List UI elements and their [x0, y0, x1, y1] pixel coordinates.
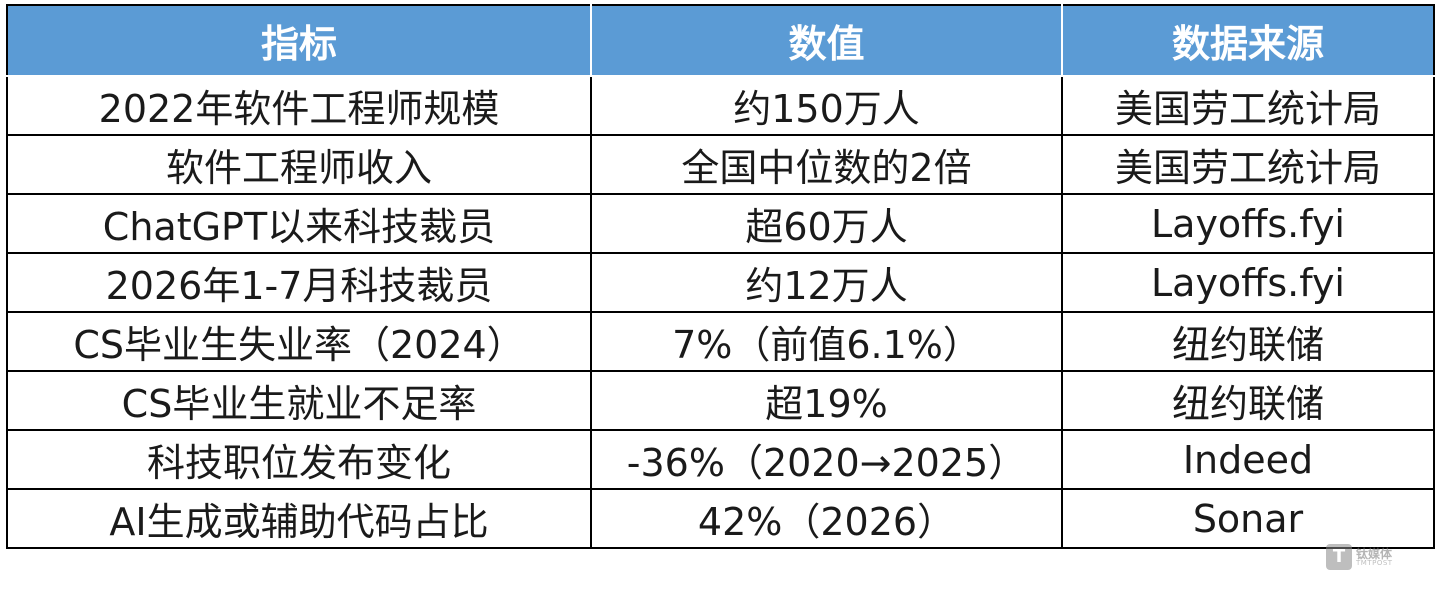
cell-value: 全国中位数的2倍	[590, 134, 1063, 195]
watermark: T 钛媒体 TMTPOST	[1326, 544, 1393, 570]
cell-metric: 科技职位发布变化	[6, 429, 592, 490]
cell-metric: 2026年1-7月科技裁员	[6, 252, 592, 313]
table-row: 软件工程师收入 全国中位数的2倍 美国劳工统计局	[6, 134, 1435, 195]
watermark-logo-icon: T	[1326, 544, 1352, 570]
cell-value: 7%（前值6.1%）	[590, 311, 1063, 372]
cell-metric: AI生成或辅助代码占比	[6, 488, 592, 549]
table-row: CS毕业生失业率（2024） 7%（前值6.1%） 纽约联储	[6, 311, 1435, 372]
cell-metric: 软件工程师收入	[6, 134, 592, 195]
header-metric: 指标	[6, 4, 592, 77]
cell-value: 42%（2026）	[590, 488, 1063, 549]
header-value: 数值	[590, 4, 1063, 77]
cell-source: 纽约联储	[1061, 370, 1435, 431]
cell-source: 纽约联储	[1061, 311, 1435, 372]
table-row: 科技职位发布变化 -36%（2020→2025） Indeed	[6, 429, 1435, 490]
table-row: AI生成或辅助代码占比 42%（2026） Sonar	[6, 488, 1435, 549]
cell-source: 美国劳工统计局	[1061, 75, 1435, 136]
cell-source: Layoffs.fyi	[1061, 252, 1435, 313]
cell-metric: ChatGPT以来科技裁员	[6, 193, 592, 254]
cell-source: Layoffs.fyi	[1061, 193, 1435, 254]
cell-metric: CS毕业生就业不足率	[6, 370, 592, 431]
cell-metric: 2022年软件工程师规模	[6, 75, 592, 136]
cell-value: 超19%	[590, 370, 1063, 431]
watermark-text-en: TMTPOST	[1356, 558, 1393, 567]
table-row: 2026年1-7月科技裁员 约12万人 Layoffs.fyi	[6, 252, 1435, 313]
table-row: ChatGPT以来科技裁员 超60万人 Layoffs.fyi	[6, 193, 1435, 254]
data-table: 指标 数值 数据来源 2022年软件工程师规模 约150万人 美国劳工统计局 软…	[6, 4, 1435, 549]
cell-source: Sonar	[1061, 488, 1435, 549]
watermark-text: 钛媒体 TMTPOST	[1356, 548, 1393, 567]
table-row: CS毕业生就业不足率 超19% 纽约联储	[6, 370, 1435, 431]
cell-value: 约12万人	[590, 252, 1063, 313]
cell-value: 约150万人	[590, 75, 1063, 136]
cell-value: -36%（2020→2025）	[590, 429, 1063, 490]
cell-value: 超60万人	[590, 193, 1063, 254]
header-source: 数据来源	[1061, 4, 1435, 77]
cell-metric: CS毕业生失业率（2024）	[6, 311, 592, 372]
table-header-row: 指标 数值 数据来源	[6, 4, 1435, 77]
table-row: 2022年软件工程师规模 约150万人 美国劳工统计局	[6, 75, 1435, 136]
watermark-text-cn: 钛媒体	[1356, 546, 1393, 561]
cell-source: Indeed	[1061, 429, 1435, 490]
cell-source: 美国劳工统计局	[1061, 134, 1435, 195]
